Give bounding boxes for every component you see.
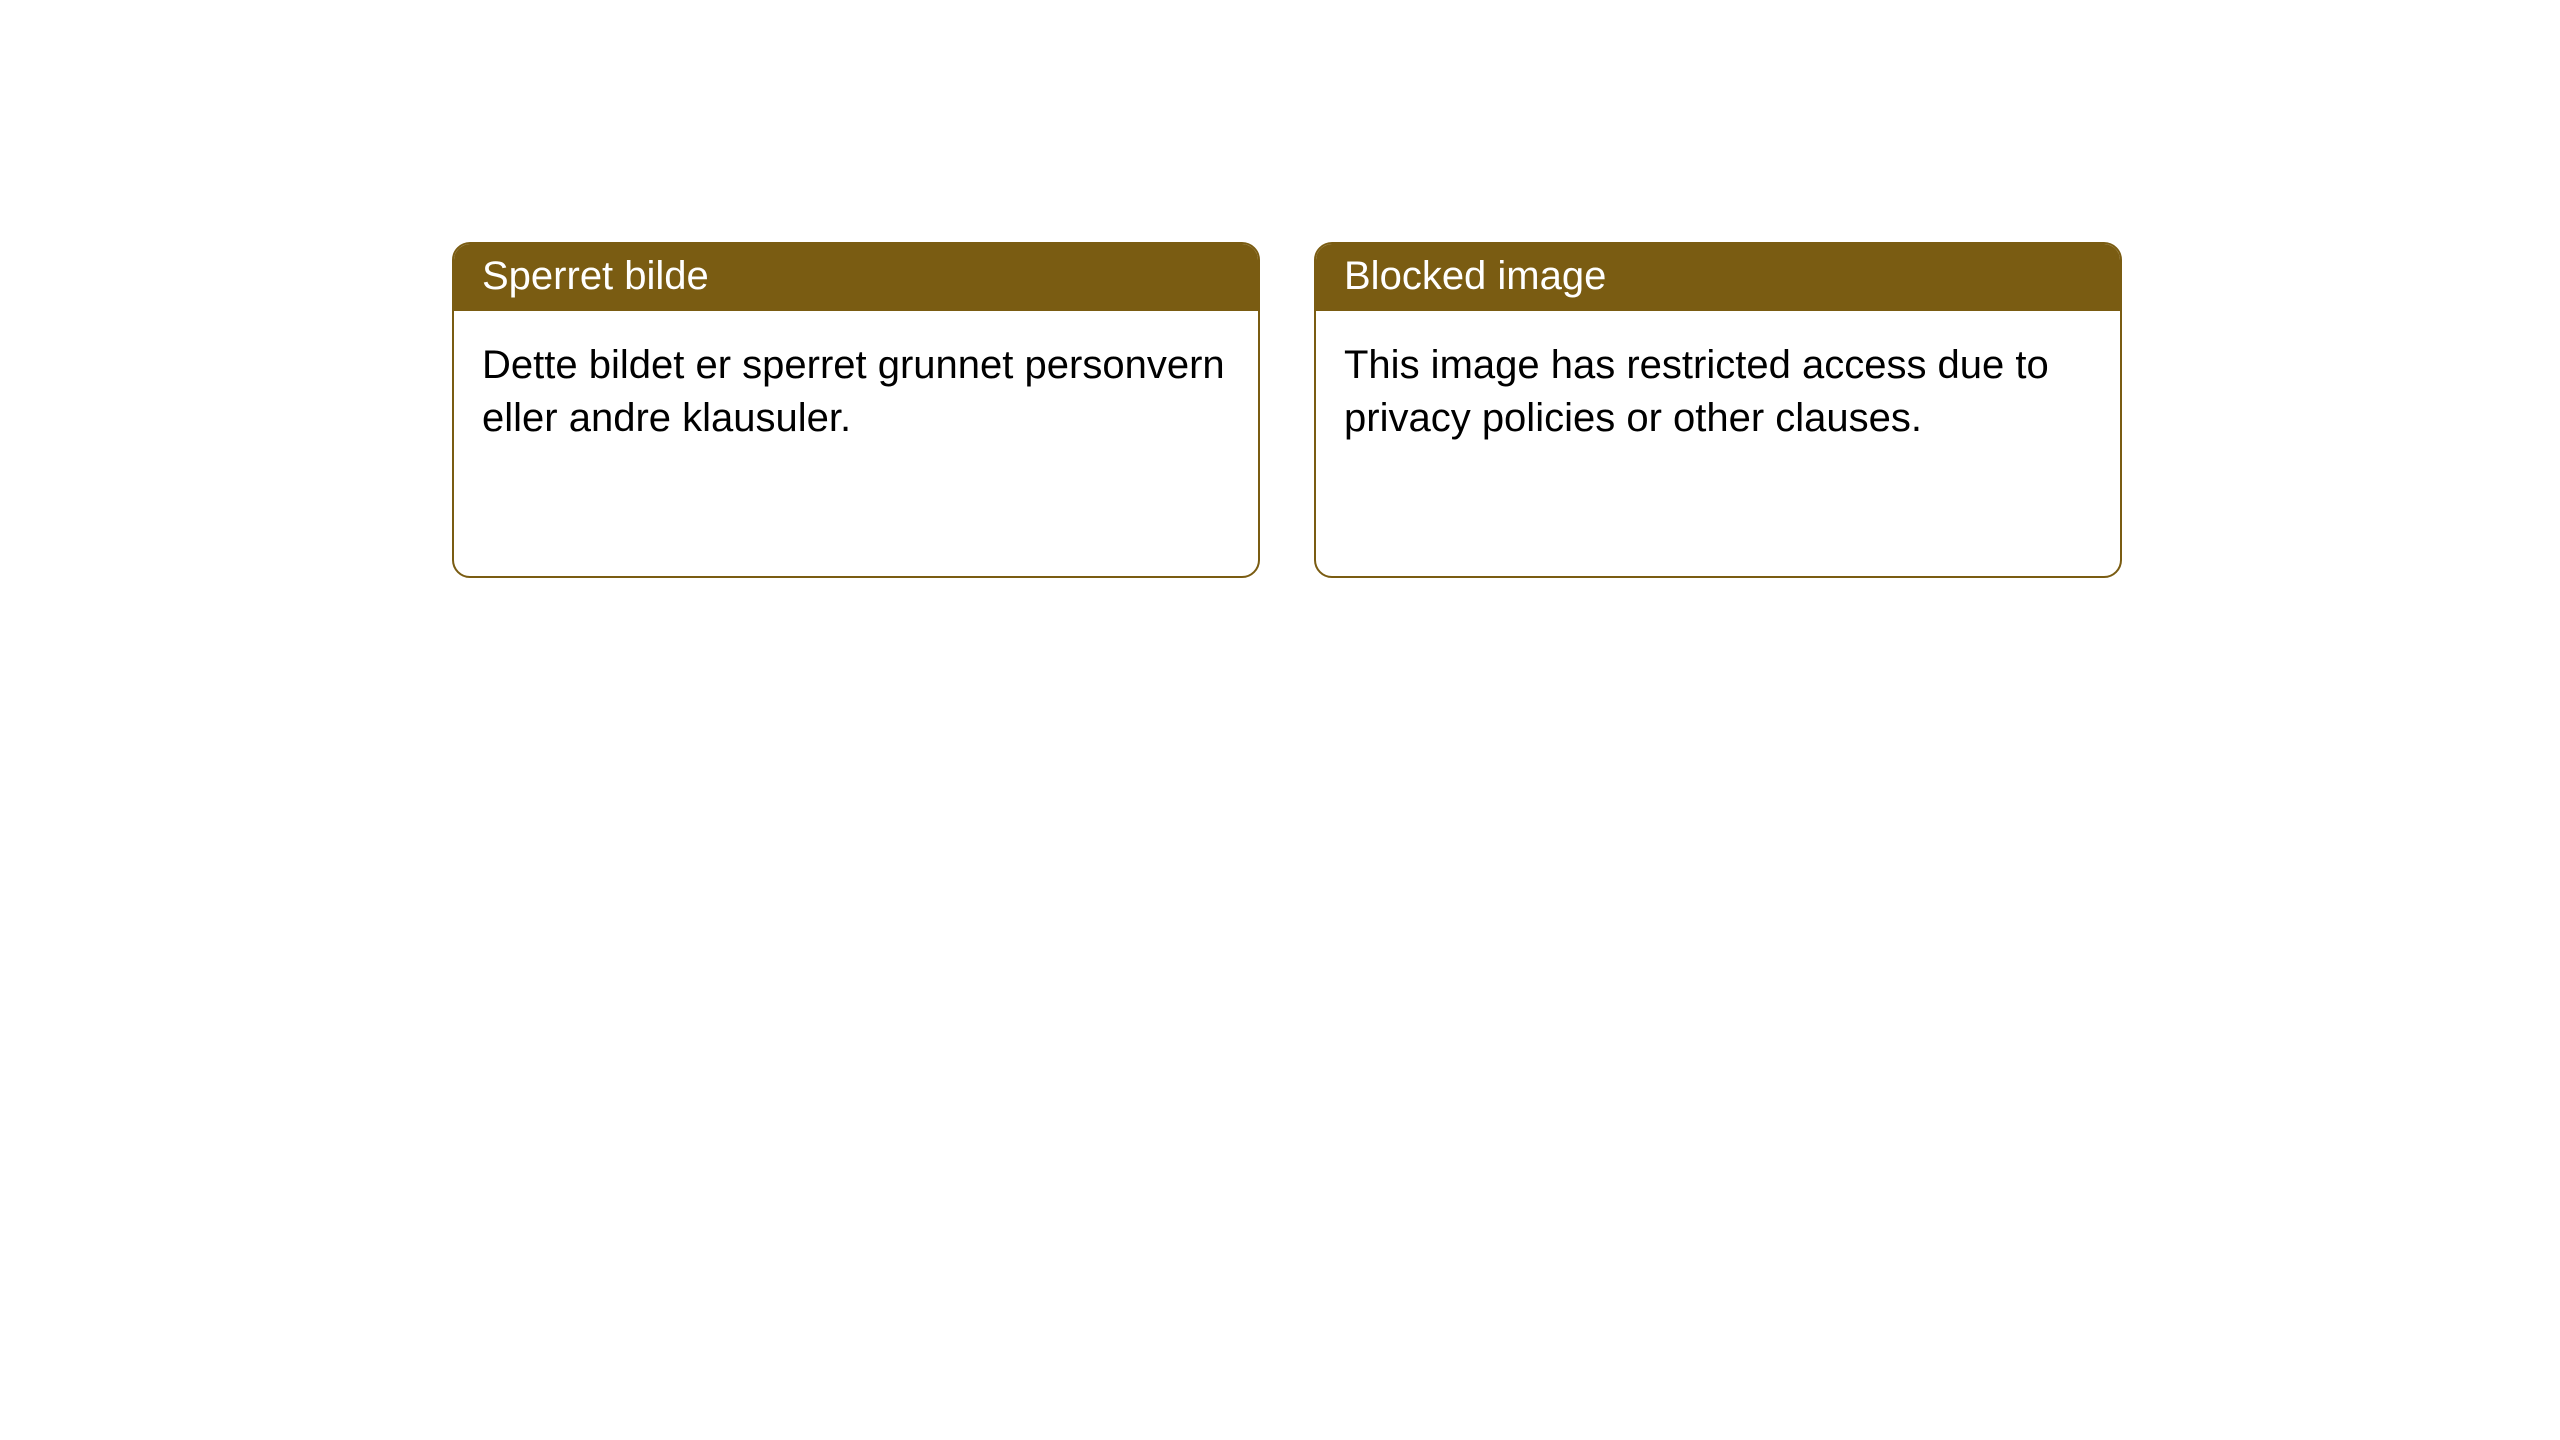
notice-message-en: This image has restricted access due to …: [1344, 343, 2049, 440]
notice-card-no: Sperret bilde Dette bildet er sperret gr…: [452, 242, 1260, 578]
notice-container: Sperret bilde Dette bildet er sperret gr…: [452, 242, 2560, 578]
notice-header-no: Sperret bilde: [454, 244, 1258, 311]
notice-body-no: Dette bildet er sperret grunnet personve…: [454, 311, 1258, 445]
notice-body-en: This image has restricted access due to …: [1316, 311, 2120, 445]
notice-card-en: Blocked image This image has restricted …: [1314, 242, 2122, 578]
notice-title-no: Sperret bilde: [482, 254, 709, 298]
notice-message-no: Dette bildet er sperret grunnet personve…: [482, 343, 1225, 440]
notice-header-en: Blocked image: [1316, 244, 2120, 311]
notice-title-en: Blocked image: [1344, 254, 1606, 298]
